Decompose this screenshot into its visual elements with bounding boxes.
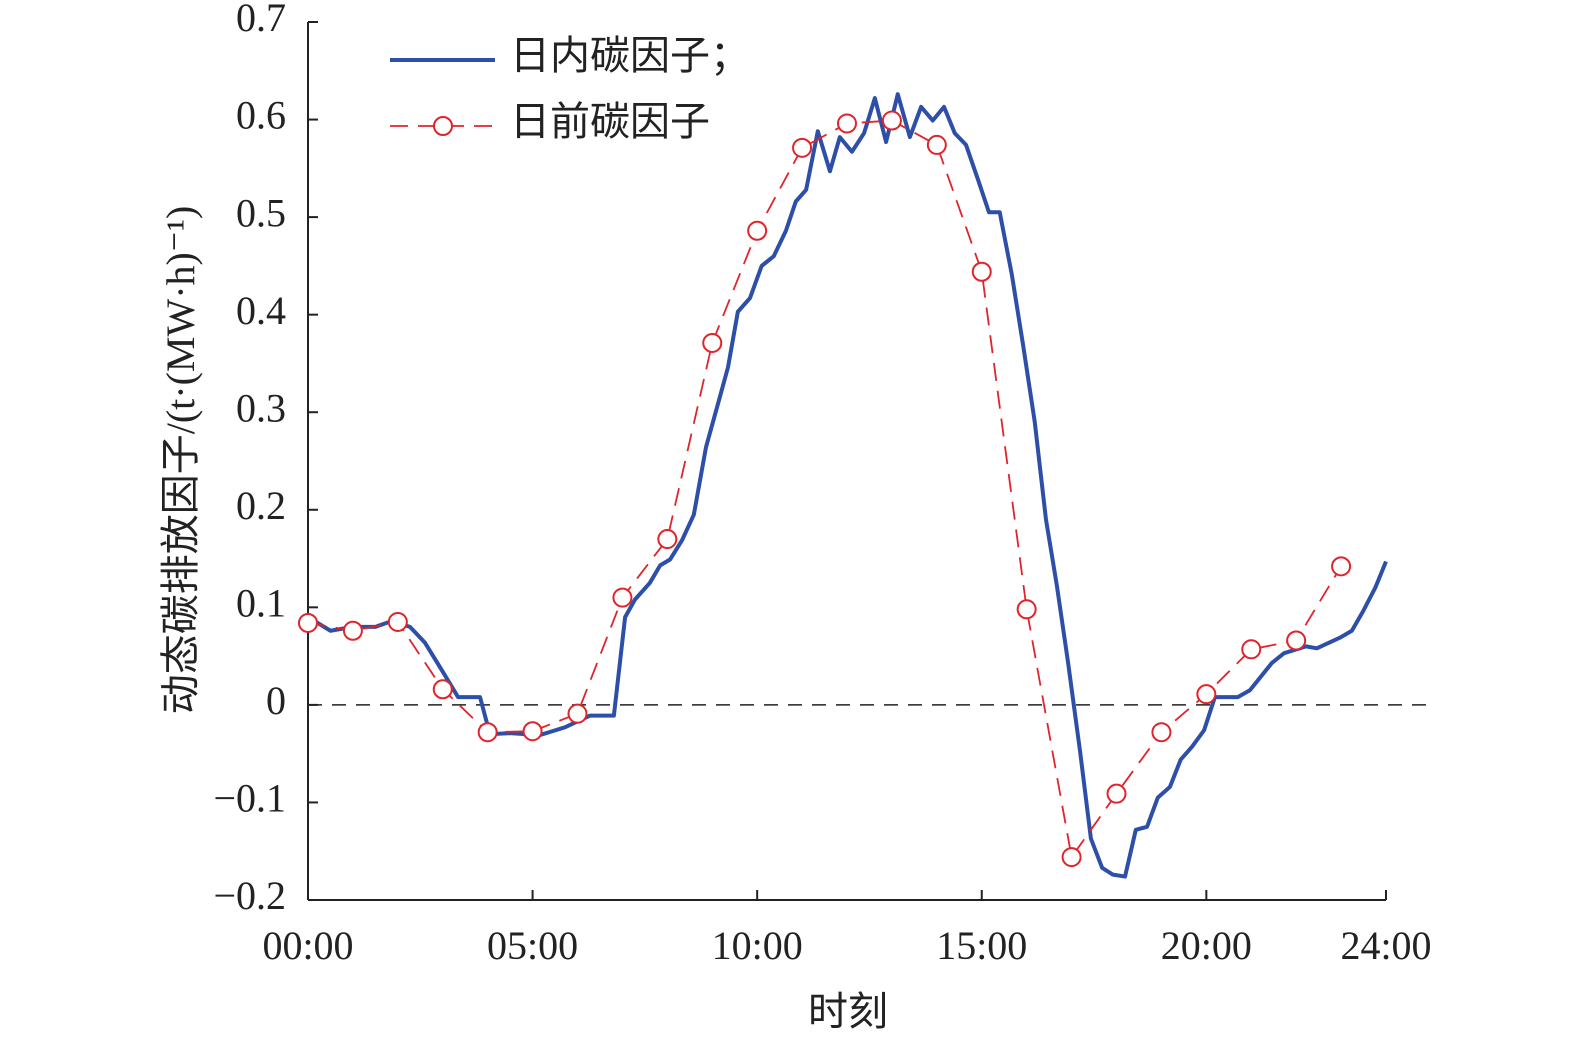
data-point bbox=[881, 110, 902, 131]
y-tick-label: 0.4 bbox=[236, 288, 286, 333]
y-tick-label: −0.1 bbox=[213, 776, 286, 821]
x-tick-label: 24:00 bbox=[1340, 923, 1431, 968]
x-tick-label: 10:00 bbox=[712, 923, 803, 968]
y-tick-label: −0.2 bbox=[213, 873, 286, 918]
y-tick-label: 0.6 bbox=[236, 93, 286, 138]
x-tick-label: 15:00 bbox=[936, 923, 1027, 968]
y-tick-label: 0.5 bbox=[236, 190, 286, 235]
data-point bbox=[1241, 639, 1262, 660]
x-tick-label: 20:00 bbox=[1161, 923, 1252, 968]
data-point bbox=[342, 620, 363, 641]
x-tick-label: 05:00 bbox=[487, 923, 578, 968]
data-point bbox=[747, 220, 768, 241]
y-tick-label: 0.1 bbox=[236, 581, 286, 626]
data-point bbox=[1061, 847, 1082, 868]
series-line bbox=[306, 92, 1388, 879]
data-point bbox=[971, 261, 992, 282]
legend-marker bbox=[433, 116, 453, 136]
data-point bbox=[657, 529, 678, 550]
y-tick-label: 0.2 bbox=[236, 483, 286, 528]
data-point bbox=[702, 332, 723, 353]
data-point bbox=[477, 722, 498, 743]
data-point bbox=[612, 587, 633, 608]
legend-label: 日前碳因子 bbox=[510, 99, 710, 144]
data-point bbox=[926, 134, 947, 155]
data-point bbox=[522, 721, 543, 742]
data-point bbox=[1106, 783, 1127, 804]
data-point bbox=[1196, 684, 1217, 705]
y-tick-label: 0 bbox=[266, 678, 286, 723]
legend-label: 日内碳因子； bbox=[510, 33, 750, 78]
data-point bbox=[1016, 599, 1037, 620]
series-line bbox=[307, 119, 1342, 858]
y-tick-label: 0.7 bbox=[236, 0, 286, 40]
data-point bbox=[432, 679, 453, 700]
data-point bbox=[837, 113, 857, 134]
data-point bbox=[1151, 722, 1172, 743]
y-tick-label: 0.3 bbox=[236, 385, 286, 430]
x-axis-label: 时刻 bbox=[808, 989, 888, 1034]
x-tick-label: 00:00 bbox=[262, 923, 353, 968]
data-point bbox=[1331, 556, 1352, 577]
data-point bbox=[1286, 630, 1307, 651]
y-axis-label: 动态碳排放因子/(t·(MW·h)⁻¹) bbox=[158, 206, 203, 715]
data-point bbox=[567, 703, 588, 724]
data-point bbox=[792, 137, 813, 158]
data-point bbox=[387, 611, 408, 632]
data-point bbox=[298, 612, 318, 633]
